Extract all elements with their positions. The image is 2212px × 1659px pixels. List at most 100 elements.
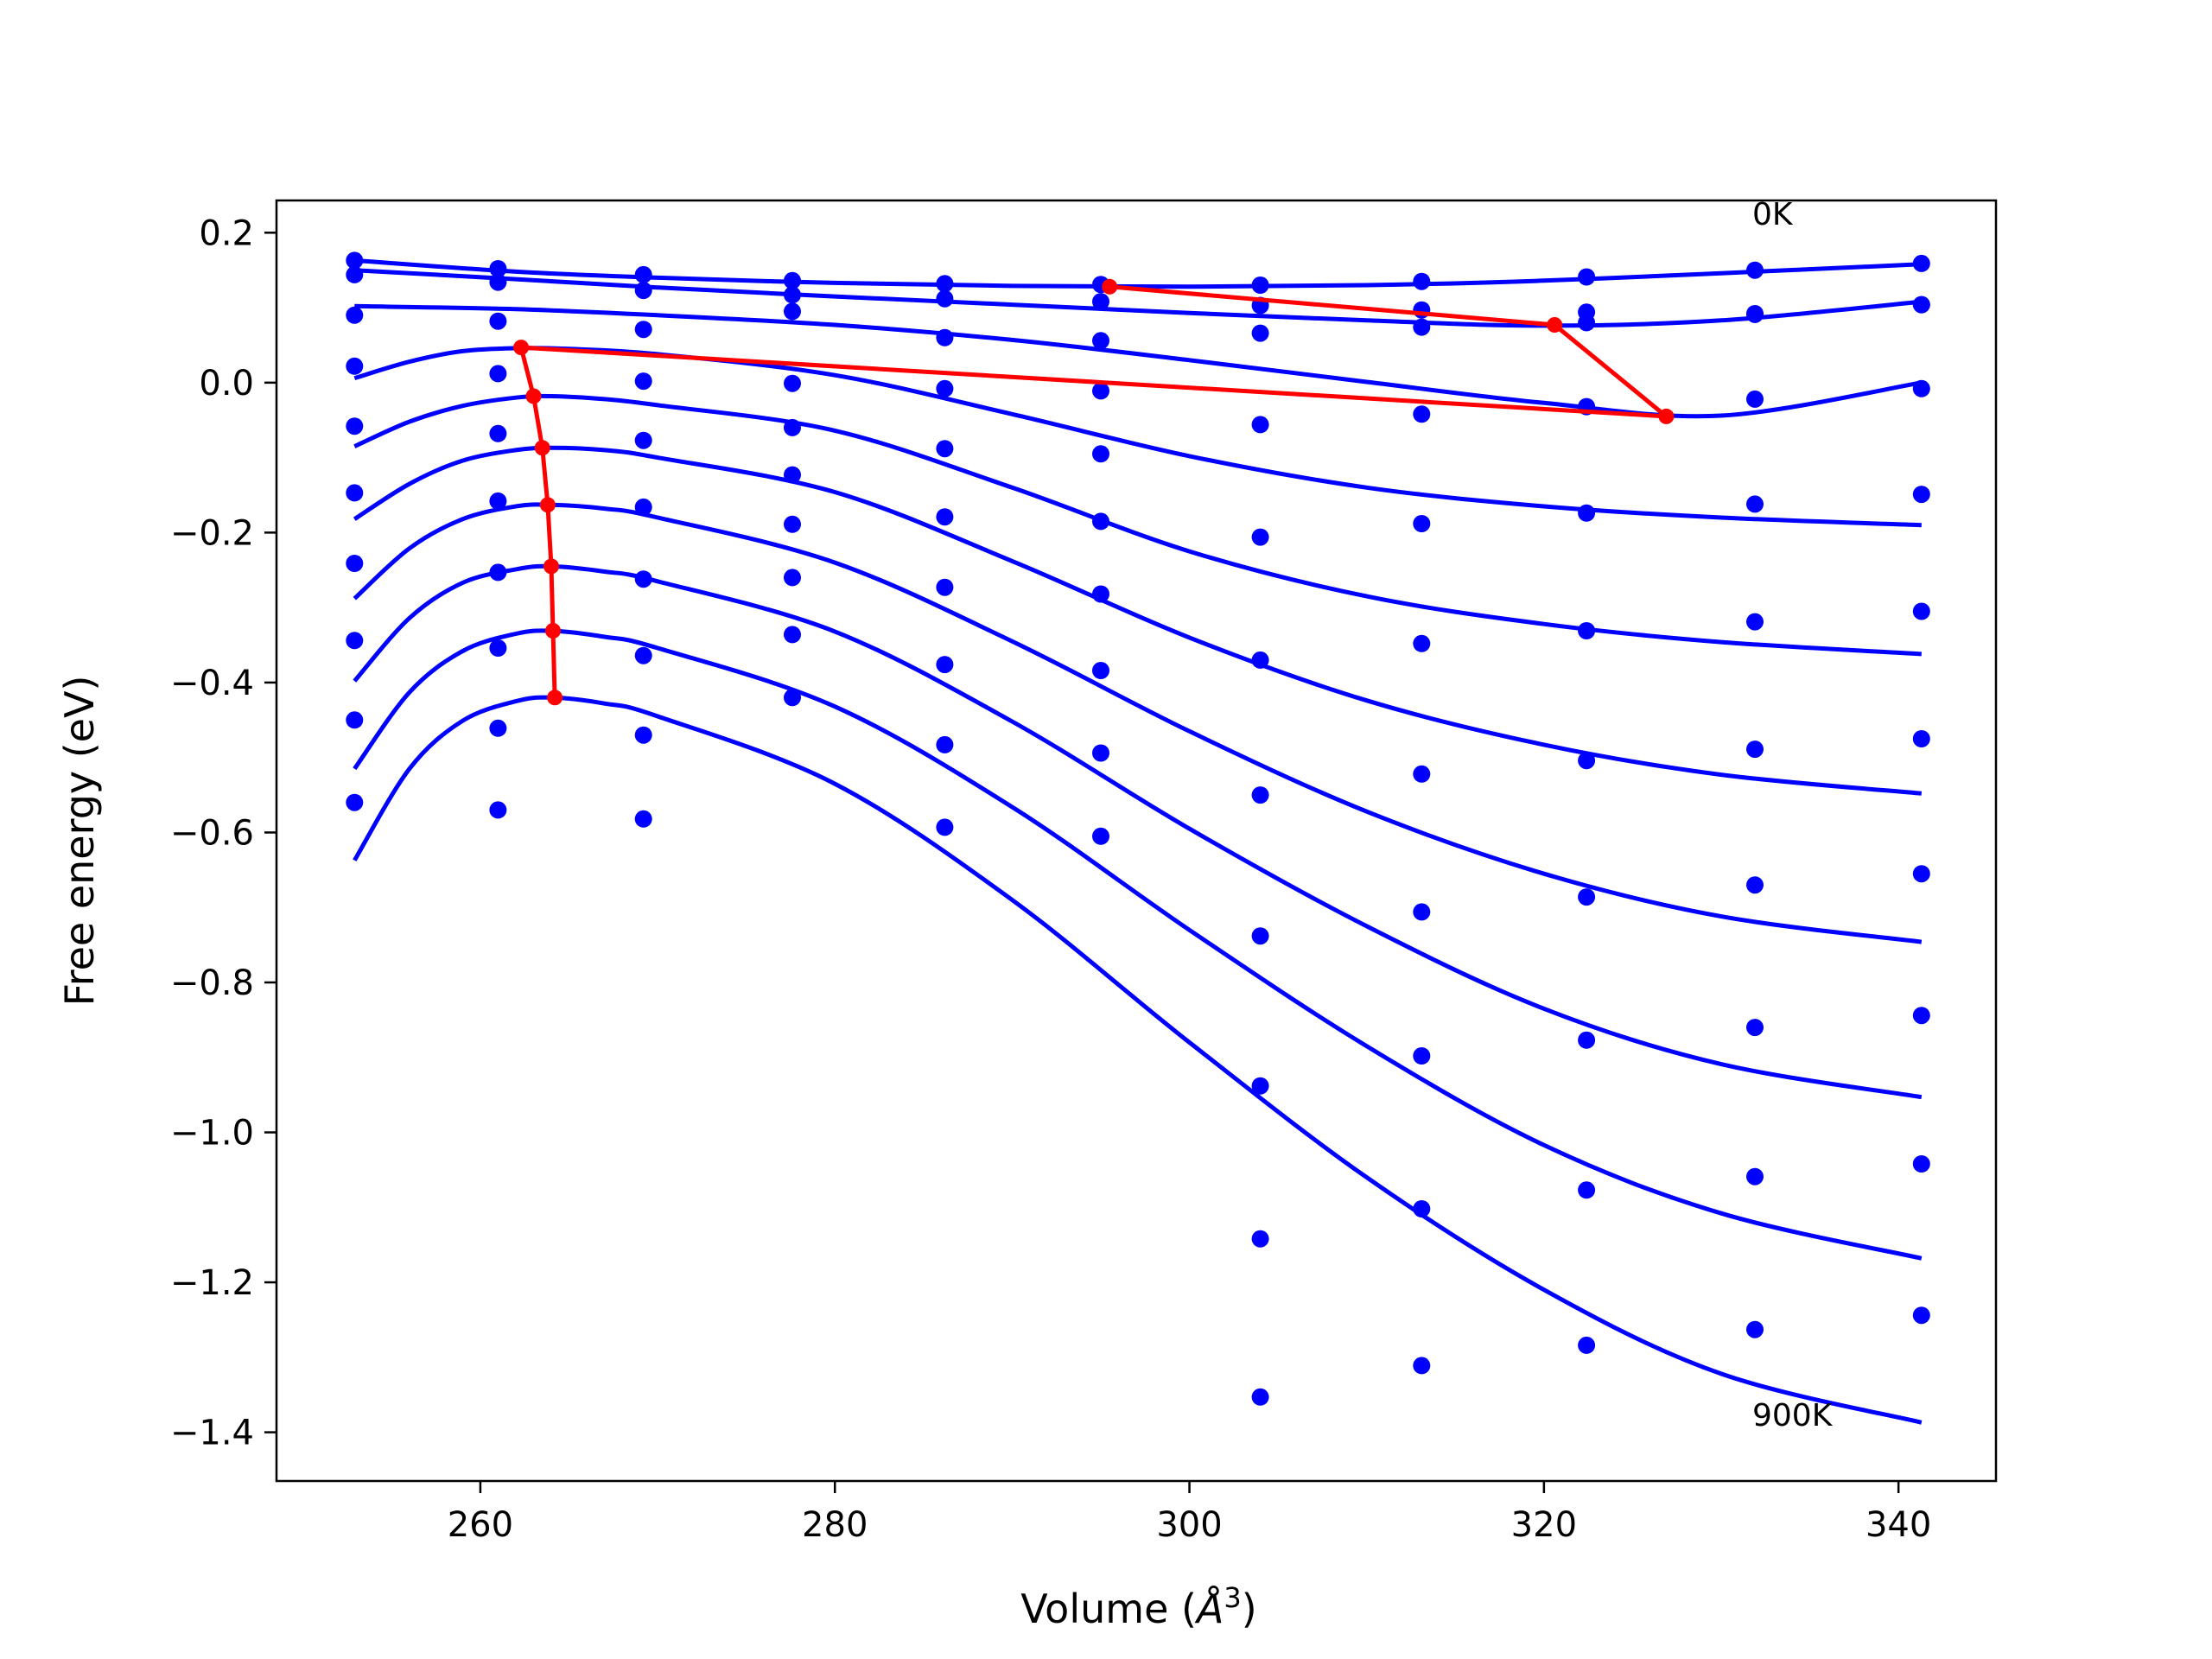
data-point-s5-p5 [1092,512,1109,531]
x-tick-label: 280 [802,1505,868,1545]
data-point-s7-p3 [784,569,801,587]
data-point-s8-p0 [346,711,364,729]
fit-curve-1 [354,268,1923,328]
data-point-s1-p5 [1092,293,1109,311]
data-point-s0-p1 [489,260,507,277]
y-tick-label: −0.2 [170,513,254,553]
data-point-s7-p1 [489,639,507,657]
fit-curve-7 [353,563,1923,1100]
data-point-s4-p1 [489,424,507,442]
data-point-s2-p6 [1251,324,1269,342]
data-point-s8-p6 [1251,1077,1269,1095]
data-point-s0-p3 [784,271,801,289]
data-point-s2-p3 [784,302,801,321]
data-point-s9-p1 [489,801,507,819]
data-point-s4-p3 [784,418,801,436]
annotation-0k: 0K [1752,197,1794,232]
data-point-s7-p10 [1912,865,1930,883]
minima-path-line [518,284,1669,698]
y-tick-label: −1.2 [170,1263,254,1303]
plot-area [346,251,1930,1425]
fit-curve-6 [353,502,1923,944]
y-tick-label: 0.2 [199,213,254,253]
y-axis-title: Free energy (eV) [56,676,103,1007]
data-point-s5-p0 [346,484,364,502]
minima-point-2 [1658,408,1675,424]
y-axis: 0.2 0.0 −0.2 −0.4 −0.6 −0.8 −1.0 −1.2 −1.4 [170,213,276,1453]
fit-curve-8 [353,628,1923,1261]
data-point-s4-p4 [936,440,954,458]
x-axis-title-text: Volume ( [1020,1586,1197,1632]
data-point-s3-p10 [1912,379,1930,397]
data-point-s10-p9 [1746,1320,1764,1338]
data-point-s8-p5 [1092,744,1109,762]
data-point-s3-p4 [936,379,954,397]
data-point-s0-p6 [1251,276,1269,294]
data-point-s8-p4 [936,735,954,753]
data-point-s10-p10 [1912,1306,1930,1325]
data-point-s10-p6 [1251,1388,1269,1406]
data-point-s4-p6 [1251,528,1269,546]
data-point-s0-p9 [1746,261,1764,279]
x-axis-title-exponent: 3 [1224,1581,1241,1614]
y-tick-label: 0.0 [199,364,254,404]
data-point-s0-p10 [1912,254,1930,272]
minima-point-6 [539,497,556,513]
data-point-s8-p9 [1746,1019,1764,1037]
data-point-s2-p7 [1413,318,1431,336]
x-axis-title-close: ) [1242,1586,1257,1632]
data-point-s3-p5 [1092,382,1109,400]
x-axis-title-unit: Å [1194,1586,1224,1632]
data-point-s3-p0 [346,357,364,375]
data-point-s8-p7 [1413,1047,1431,1065]
data-point-s1-p1 [489,273,507,291]
data-point-s3-p1 [489,365,507,383]
y-tick-label: −0.6 [170,813,254,853]
data-point-s2-p5 [1092,332,1109,350]
data-point-s5-p1 [489,492,507,510]
data-point-s2-p8 [1578,314,1596,332]
data-point-s4-p9 [1746,495,1764,513]
data-point-s7-p0 [346,632,364,650]
data-point-s8-p10 [1912,1007,1930,1025]
minima-point-1 [1547,317,1563,333]
data-point-s5-p9 [1746,613,1764,631]
data-point-s8-p3 [784,626,801,644]
data-point-s6-p8 [1578,752,1596,770]
data-point-s0-p4 [936,275,954,293]
data-point-s0-p2 [634,265,652,283]
data-point-s1-p0 [346,265,364,283]
data-point-s6-p3 [784,515,801,533]
data-point-s3-p2 [634,372,652,391]
y-tick-label: −1.4 [170,1414,254,1453]
data-point-s5-p10 [1912,602,1930,620]
data-point-s6-p9 [1746,741,1764,759]
data-point-s7-p7 [1413,903,1431,921]
data-point-s5-p2 [634,498,652,516]
data-point-s6-p6 [1251,786,1269,804]
data-point-s7-p9 [1746,876,1764,894]
data-point-s9-p6 [1251,1230,1269,1248]
axes-frame [275,199,1998,1483]
data-point-s4-p7 [1413,515,1431,532]
x-axis: 260 280 300 320 340 [448,1481,1931,1545]
data-point-s6-p0 [346,555,364,572]
minima-point-5 [534,440,550,456]
y-tick-label: −0.8 [170,963,254,1003]
data-point-s1-p3 [784,286,801,304]
data-point-s3-p3 [784,374,801,392]
data-point-s9-p7 [1413,1200,1431,1217]
minima-point-0 [1102,278,1118,295]
data-point-s9-p0 [346,793,364,811]
x-tick-label: 300 [1156,1505,1222,1545]
data-point-s3-p6 [1251,416,1269,434]
data-point-s5-p3 [784,466,801,484]
minima-point-4 [525,388,542,404]
annotation-900k: 900K [1752,1398,1834,1433]
x-tick-label: 260 [448,1505,513,1545]
data-point-s0-p0 [346,251,364,270]
data-point-s7-p8 [1578,888,1596,906]
minima-point-3 [513,340,530,356]
data-point-s9-p10 [1912,1155,1930,1173]
